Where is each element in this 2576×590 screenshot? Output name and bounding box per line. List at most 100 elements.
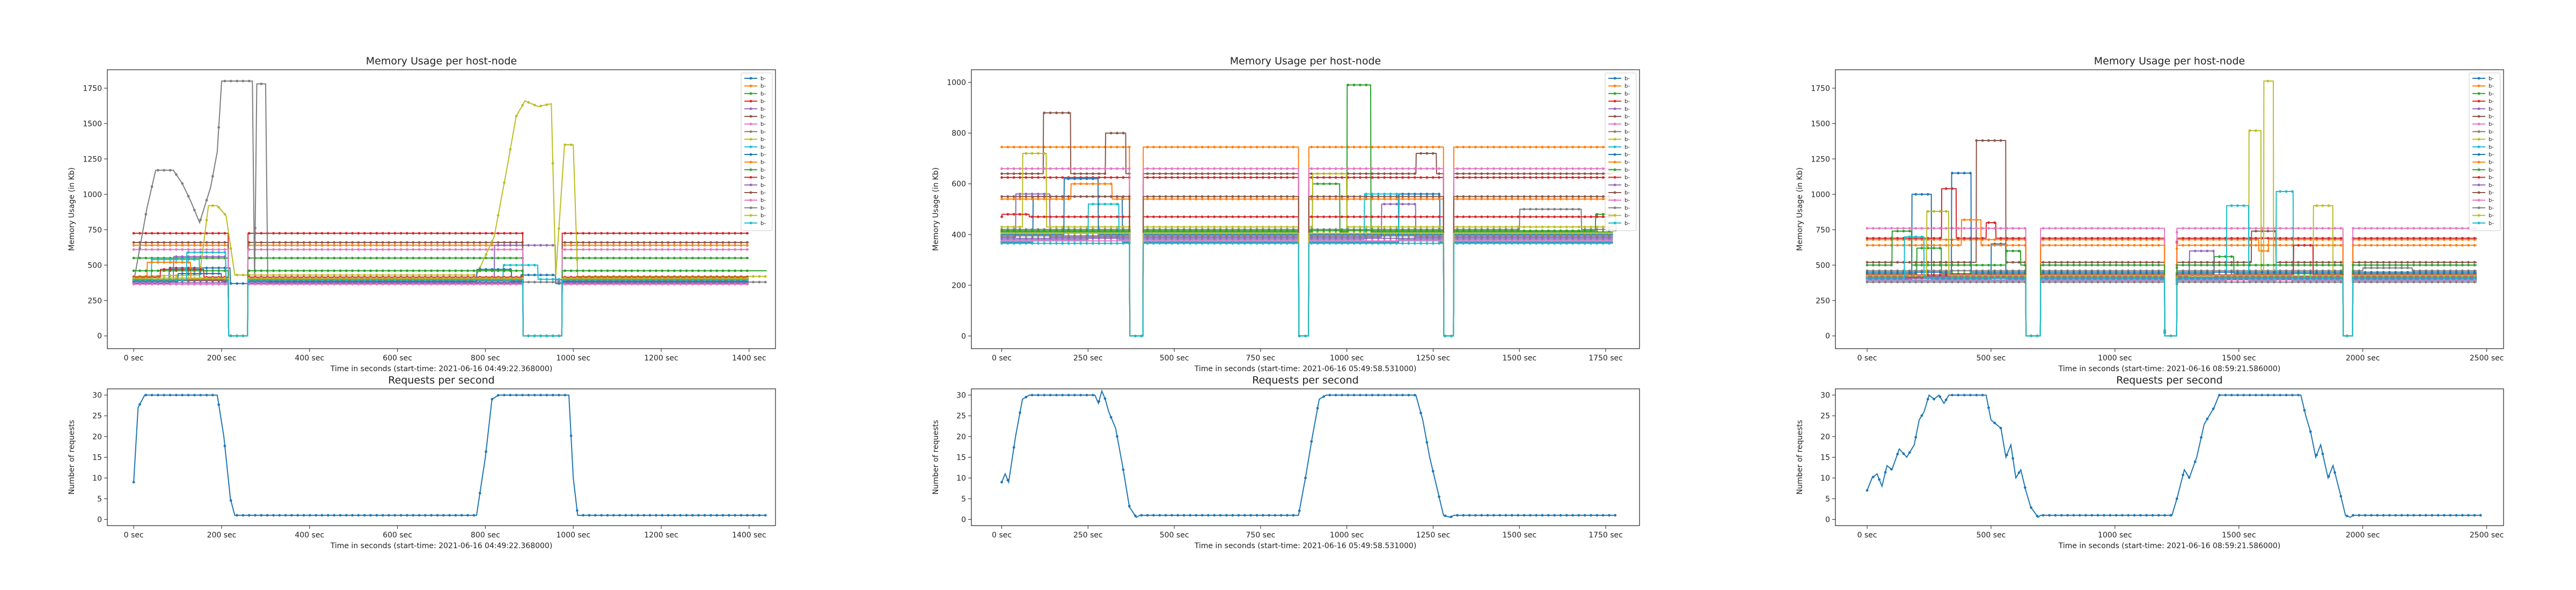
data-point: [1413, 193, 1416, 195]
data-point: [351, 283, 354, 286]
data-point: [1352, 215, 1356, 218]
data-point: [1024, 145, 1028, 149]
x-tick-label: 1400 sec: [732, 354, 766, 363]
data-point: [1523, 215, 1526, 218]
data-point: [278, 232, 281, 235]
data-point: [247, 241, 251, 244]
data-point: [1431, 234, 1435, 237]
data-point: [1498, 232, 1502, 235]
data-point: [1146, 225, 1149, 228]
data-point: [393, 514, 397, 517]
data-point: [1438, 232, 1440, 235]
data-point: [326, 514, 330, 517]
legend-marker: [749, 122, 752, 126]
data-point: [612, 241, 615, 244]
data-point: [181, 272, 184, 275]
legend-marker: [749, 198, 752, 202]
data-point: [606, 241, 609, 244]
data-point: [1371, 172, 1374, 175]
data-point: [1268, 232, 1271, 235]
data-point: [169, 244, 172, 247]
data-point: [1152, 167, 1155, 170]
data-point: [1438, 215, 1440, 218]
data-point: [260, 241, 263, 244]
data-point: [1231, 514, 1234, 517]
data-point: [1468, 234, 1471, 237]
data-point: [424, 244, 427, 247]
data-point: [691, 277, 694, 279]
data-point: [223, 213, 226, 216]
data-point: [1243, 514, 1246, 517]
data-point: [1255, 172, 1258, 175]
data-point: [1085, 215, 1088, 218]
data-point: [697, 248, 700, 251]
data-point: [612, 232, 615, 235]
data-point: [1456, 195, 1459, 198]
data-point: [1389, 172, 1392, 175]
series-10: [1000, 193, 1613, 337]
data-point: [1182, 176, 1185, 179]
data-point: [1170, 225, 1173, 228]
data-point: [1237, 234, 1240, 237]
data-point: [1383, 172, 1386, 175]
legend-marker: [1613, 100, 1616, 103]
data-point: [205, 277, 208, 279]
data-point: [1043, 112, 1046, 114]
data-point: [1195, 145, 1198, 149]
data-point: [1103, 176, 1107, 179]
data-point: [290, 248, 293, 251]
data-point: [727, 283, 730, 286]
data-point: [478, 256, 481, 260]
data-point: [1225, 197, 1228, 201]
data-point: [229, 282, 232, 285]
data-point: [1547, 215, 1550, 218]
data-point: [454, 269, 457, 272]
legend-label: b-: [1624, 144, 1630, 150]
data-point: [745, 256, 749, 260]
data-point: [333, 283, 335, 286]
data-point: [1049, 112, 1052, 114]
data-point: [333, 277, 335, 279]
data-point: [1450, 515, 1453, 518]
data-point: [1109, 225, 1113, 228]
plot-frame: [1835, 69, 2504, 349]
data-point: [1128, 195, 1131, 198]
data-point: [1012, 176, 1015, 179]
data-point: [1328, 172, 1331, 175]
chart-title: Memory Usage per host-node: [366, 55, 517, 67]
legend-label: b-: [1624, 76, 1630, 82]
data-point: [1000, 229, 1003, 232]
series-3: [1865, 247, 2477, 337]
data-point: [1553, 239, 1556, 242]
data-point: [1438, 167, 1440, 170]
data-point: [1413, 237, 1416, 240]
data-point: [1274, 172, 1277, 175]
data-point: [1030, 197, 1034, 201]
data-point: [278, 241, 281, 244]
data-point: [1176, 514, 1180, 517]
data-point: [199, 272, 202, 275]
data-point: [1261, 234, 1264, 237]
data-point: [1486, 176, 1489, 179]
data-point: [284, 278, 287, 282]
data-point: [1055, 242, 1058, 245]
data-point: [745, 514, 749, 517]
data-point: [667, 244, 670, 247]
data-point: [1596, 242, 1599, 245]
data-point: [369, 269, 372, 272]
series-line: [1001, 168, 1613, 337]
data-point: [1207, 197, 1210, 201]
data-point: [132, 481, 135, 484]
data-point: [1201, 176, 1204, 179]
data-point: [157, 269, 159, 272]
data-point: [1920, 193, 1923, 196]
data-point: [211, 272, 214, 275]
data-point: [454, 283, 457, 286]
data-point: [460, 283, 463, 286]
data-point: [1334, 197, 1337, 201]
data-point: [454, 248, 457, 251]
data-point: [260, 256, 263, 260]
data-point: [1286, 145, 1289, 149]
data-point: [606, 278, 609, 282]
data-point: [150, 277, 153, 279]
